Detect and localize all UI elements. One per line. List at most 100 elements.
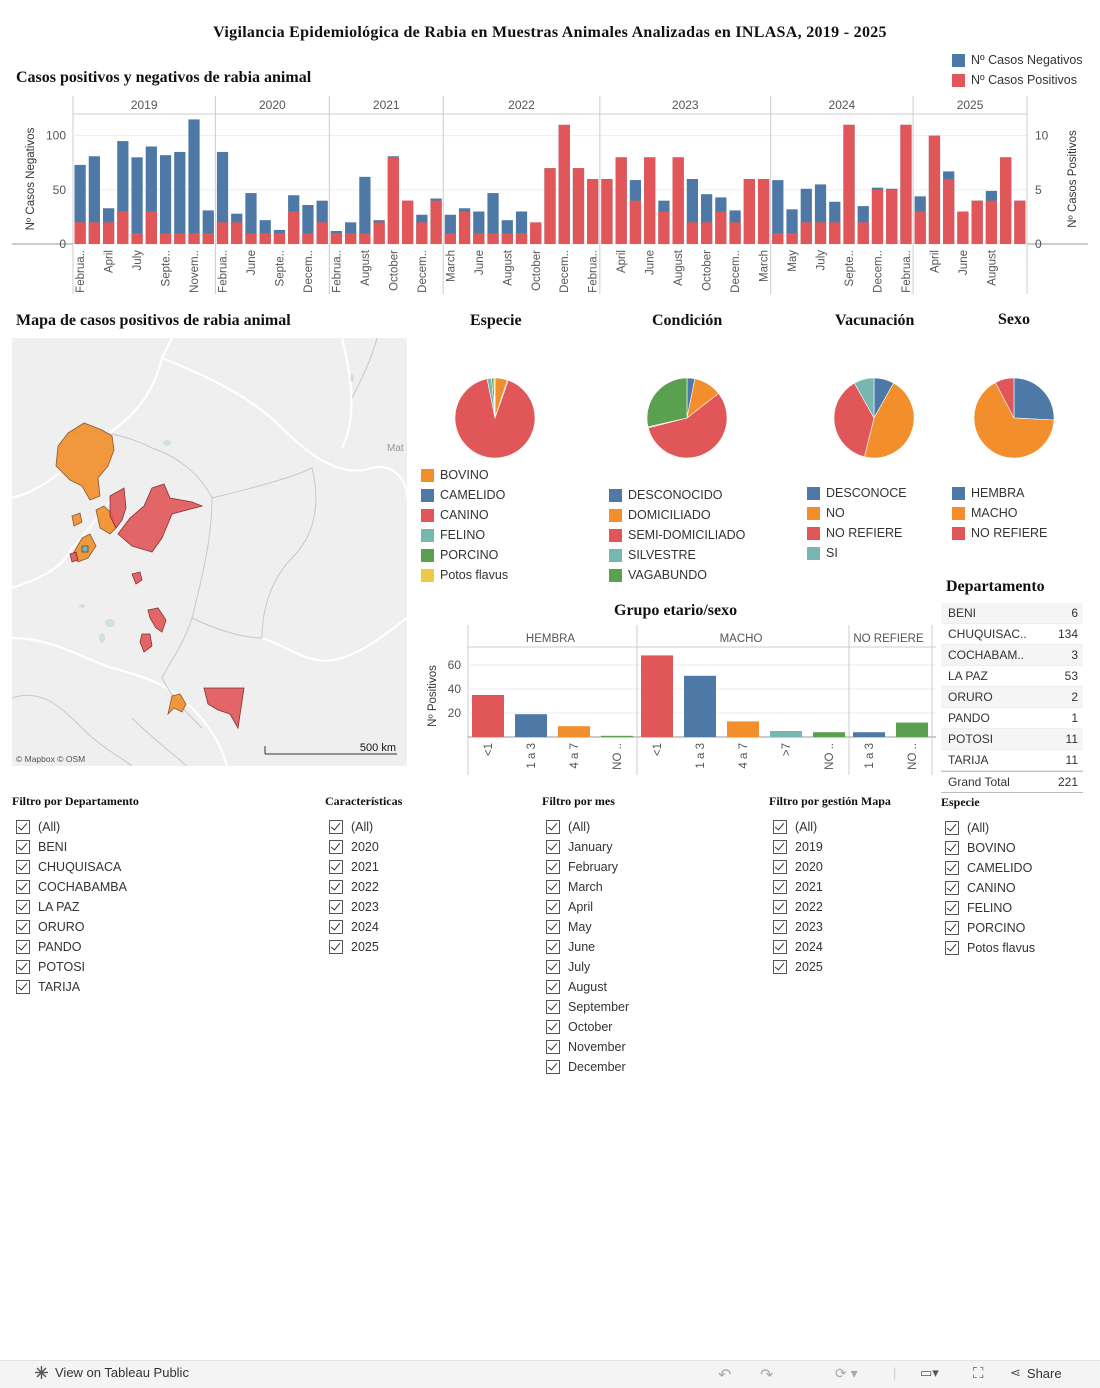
filter-option[interactable]: (All) [325,817,402,837]
checkbox-checked-icon[interactable] [773,880,787,894]
especie-pie-chart[interactable] [454,377,536,459]
checkbox-checked-icon[interactable] [16,920,30,934]
bar-positivos[interactable] [558,124,570,244]
grupo-bar[interactable] [896,722,928,737]
departamento-row[interactable]: ORURO 2 [941,687,1083,708]
bar-positivos[interactable] [601,179,613,244]
bar-negativos[interactable] [515,211,528,245]
bar-positivos[interactable] [530,222,542,244]
bar-positivos[interactable] [231,222,243,244]
bar-negativos[interactable] [786,209,798,244]
pie-slice[interactable] [647,393,728,459]
bar-positivos[interactable] [373,222,385,244]
filter-option[interactable]: Potos flavus [941,938,1035,958]
bar-positivos[interactable] [1000,157,1012,244]
checkbox-checked-icon[interactable] [945,901,959,915]
checkbox-checked-icon[interactable] [945,841,959,855]
legend-item[interactable]: SEMI-DOMICILIADO [609,525,745,545]
redo-icon[interactable]: ↷ [760,1367,774,1384]
checkbox-checked-icon[interactable] [329,940,343,954]
bar-positivos[interactable] [88,222,100,244]
bar-negativos[interactable] [302,205,314,244]
bar-positivos[interactable] [871,189,884,244]
checkbox-checked-icon[interactable] [773,940,787,954]
bar-positivos[interactable] [245,233,257,244]
filter-option[interactable]: 2023 [325,897,402,917]
checkbox-checked-icon[interactable] [546,1000,560,1014]
legend-item[interactable]: FELINO [421,525,508,545]
departamento-row[interactable]: POTOSI 11 [941,729,1083,750]
bar-positivos[interactable] [102,222,115,244]
bar-positivos[interactable] [430,200,442,244]
bar-positivos[interactable] [629,200,642,244]
bar-positivos[interactable] [928,135,941,244]
bar-negativos[interactable] [814,184,827,244]
bar-positivos[interactable] [544,168,556,244]
bar-negativos[interactable] [800,188,812,244]
filter-option[interactable]: (All) [769,817,891,837]
legend-item[interactable]: Potos flavus [421,565,508,585]
checkbox-checked-icon[interactable] [329,900,343,914]
checkbox-checked-icon[interactable] [16,960,30,974]
pie-slice[interactable] [493,377,496,419]
bar-positivos[interactable] [729,222,741,244]
bar-positivos[interactable] [387,157,399,244]
bar-positivos[interactable] [786,233,798,244]
bar-negativos[interactable] [216,151,229,244]
legend-item[interactable]: CANINO [421,505,508,525]
filter-option[interactable]: 2025 [769,957,891,977]
legend-negativos[interactable]: Nº Casos Negativos [952,50,1083,70]
bar-positivos[interactable] [131,233,143,244]
checkbox-checked-icon[interactable] [773,920,787,934]
pie-slice[interactable] [833,382,875,458]
pie-slice[interactable] [973,382,1055,459]
pie-slice[interactable] [854,377,875,420]
bar-positivos[interactable] [715,211,727,245]
checkbox-checked-icon[interactable] [945,861,959,875]
filter-option[interactable]: COCHABAMBA [12,877,139,897]
grupo-bar[interactable] [853,732,885,737]
map[interactable]: Mat 500 km © Mapbox © OSM [12,338,407,766]
checkbox-checked-icon[interactable] [546,820,560,834]
bar-positivos[interactable] [273,233,286,244]
grupo-bar[interactable] [727,721,759,737]
filter-option[interactable]: 2021 [325,857,402,877]
checkbox-checked-icon[interactable] [945,821,959,835]
filter-option[interactable]: 2024 [325,917,402,937]
bar-negativos[interactable] [88,156,100,244]
filter-option[interactable]: 2023 [769,917,891,937]
bar-positivos[interactable] [515,233,528,244]
filter-option[interactable]: CAMELIDO [941,858,1035,878]
filter-option[interactable]: April [542,897,629,917]
legend-item[interactable]: SI [807,543,907,563]
grupo-bar[interactable] [472,695,504,737]
checkbox-checked-icon[interactable] [16,840,30,854]
bar-positivos[interactable] [971,200,983,244]
filter-option[interactable]: 2020 [325,837,402,857]
checkbox-checked-icon[interactable] [546,840,560,854]
grupo-bar[interactable] [684,675,716,737]
bar-negativos[interactable] [245,193,257,244]
checkbox-checked-icon[interactable] [546,860,560,874]
grupo-bar[interactable] [770,731,802,737]
bar-positivos[interactable] [1014,200,1026,244]
legend-item[interactable]: SILVESTRE [609,545,745,565]
legend-item[interactable]: PORCINO [421,545,508,565]
checkbox-checked-icon[interactable] [546,960,560,974]
bar-positivos[interactable] [316,222,328,244]
bar-negativos[interactable] [359,176,371,244]
bar-positivos[interactable] [743,179,755,244]
fullscreen-icon[interactable]: ⛶ [973,1365,984,1382]
grupo-etario-bar-chart[interactable]: 20 40 60 Nº Positivos <1 1 a 3 4 a 7 NO .. HEMBR… [420,625,940,775]
bar-positivos[interactable] [188,233,200,244]
checkbox-checked-icon[interactable] [773,820,787,834]
filter-option[interactable]: January [542,837,629,857]
bar-negativos[interactable] [159,155,172,244]
legend-item[interactable]: NO REFIERE [807,523,907,543]
grupo-bar[interactable] [641,655,673,737]
legend-item[interactable]: HEMBRA [952,483,1047,503]
checkbox-checked-icon[interactable] [945,921,959,935]
bar-negativos[interactable] [259,220,271,244]
filter-option[interactable]: 2020 [769,857,891,877]
filter-option[interactable]: 2019 [769,837,891,857]
